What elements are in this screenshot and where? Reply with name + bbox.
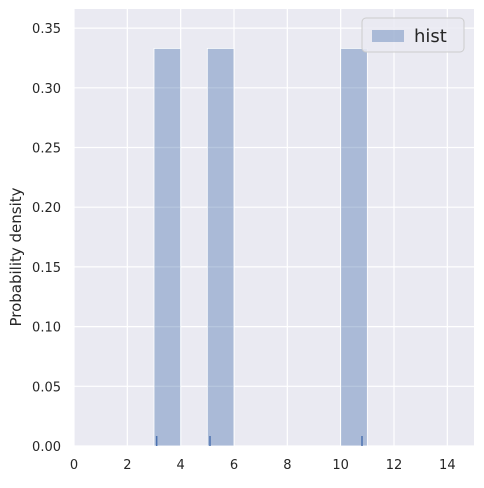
histogram-bar xyxy=(340,48,368,447)
y-tick-label: 0.00 xyxy=(32,440,61,455)
y-tick-label: 0.25 xyxy=(32,142,61,157)
y-axis-tick-labels: 0.00 0.05 0.10 0.15 0.20 0.25 0.30 0.35 xyxy=(32,22,61,455)
x-tick-label: 8 xyxy=(283,458,291,473)
y-tick-label: 0.05 xyxy=(32,380,61,395)
legend-label: hist xyxy=(414,26,447,47)
y-tick-label: 0.20 xyxy=(32,201,61,216)
legend-box xyxy=(361,17,465,53)
histogram-bar xyxy=(206,48,235,447)
plot-background xyxy=(74,9,474,446)
histogram-bar xyxy=(153,48,182,447)
legend: hist xyxy=(361,17,465,53)
histogram-bars xyxy=(153,48,368,447)
legend-swatch xyxy=(372,30,404,42)
x-tick-label: 12 xyxy=(386,458,403,473)
y-axis-label: Probability density xyxy=(7,187,25,326)
x-tick-label: 6 xyxy=(230,458,238,473)
y-tick-label: 0.15 xyxy=(32,261,61,276)
y-tick-label: 0.35 xyxy=(32,22,61,37)
x-tick-label: 0 xyxy=(70,458,78,473)
y-tick-label: 0.10 xyxy=(32,321,61,336)
x-tick-label: 14 xyxy=(439,458,456,473)
x-tick-label: 10 xyxy=(332,458,349,473)
x-tick-label: 4 xyxy=(177,458,185,473)
rug-marks xyxy=(155,436,363,446)
x-tick-label: 2 xyxy=(123,458,131,473)
x-axis-tick-labels: 0 2 4 6 8 10 12 14 xyxy=(70,458,456,473)
y-tick-label: 0.30 xyxy=(32,82,61,97)
